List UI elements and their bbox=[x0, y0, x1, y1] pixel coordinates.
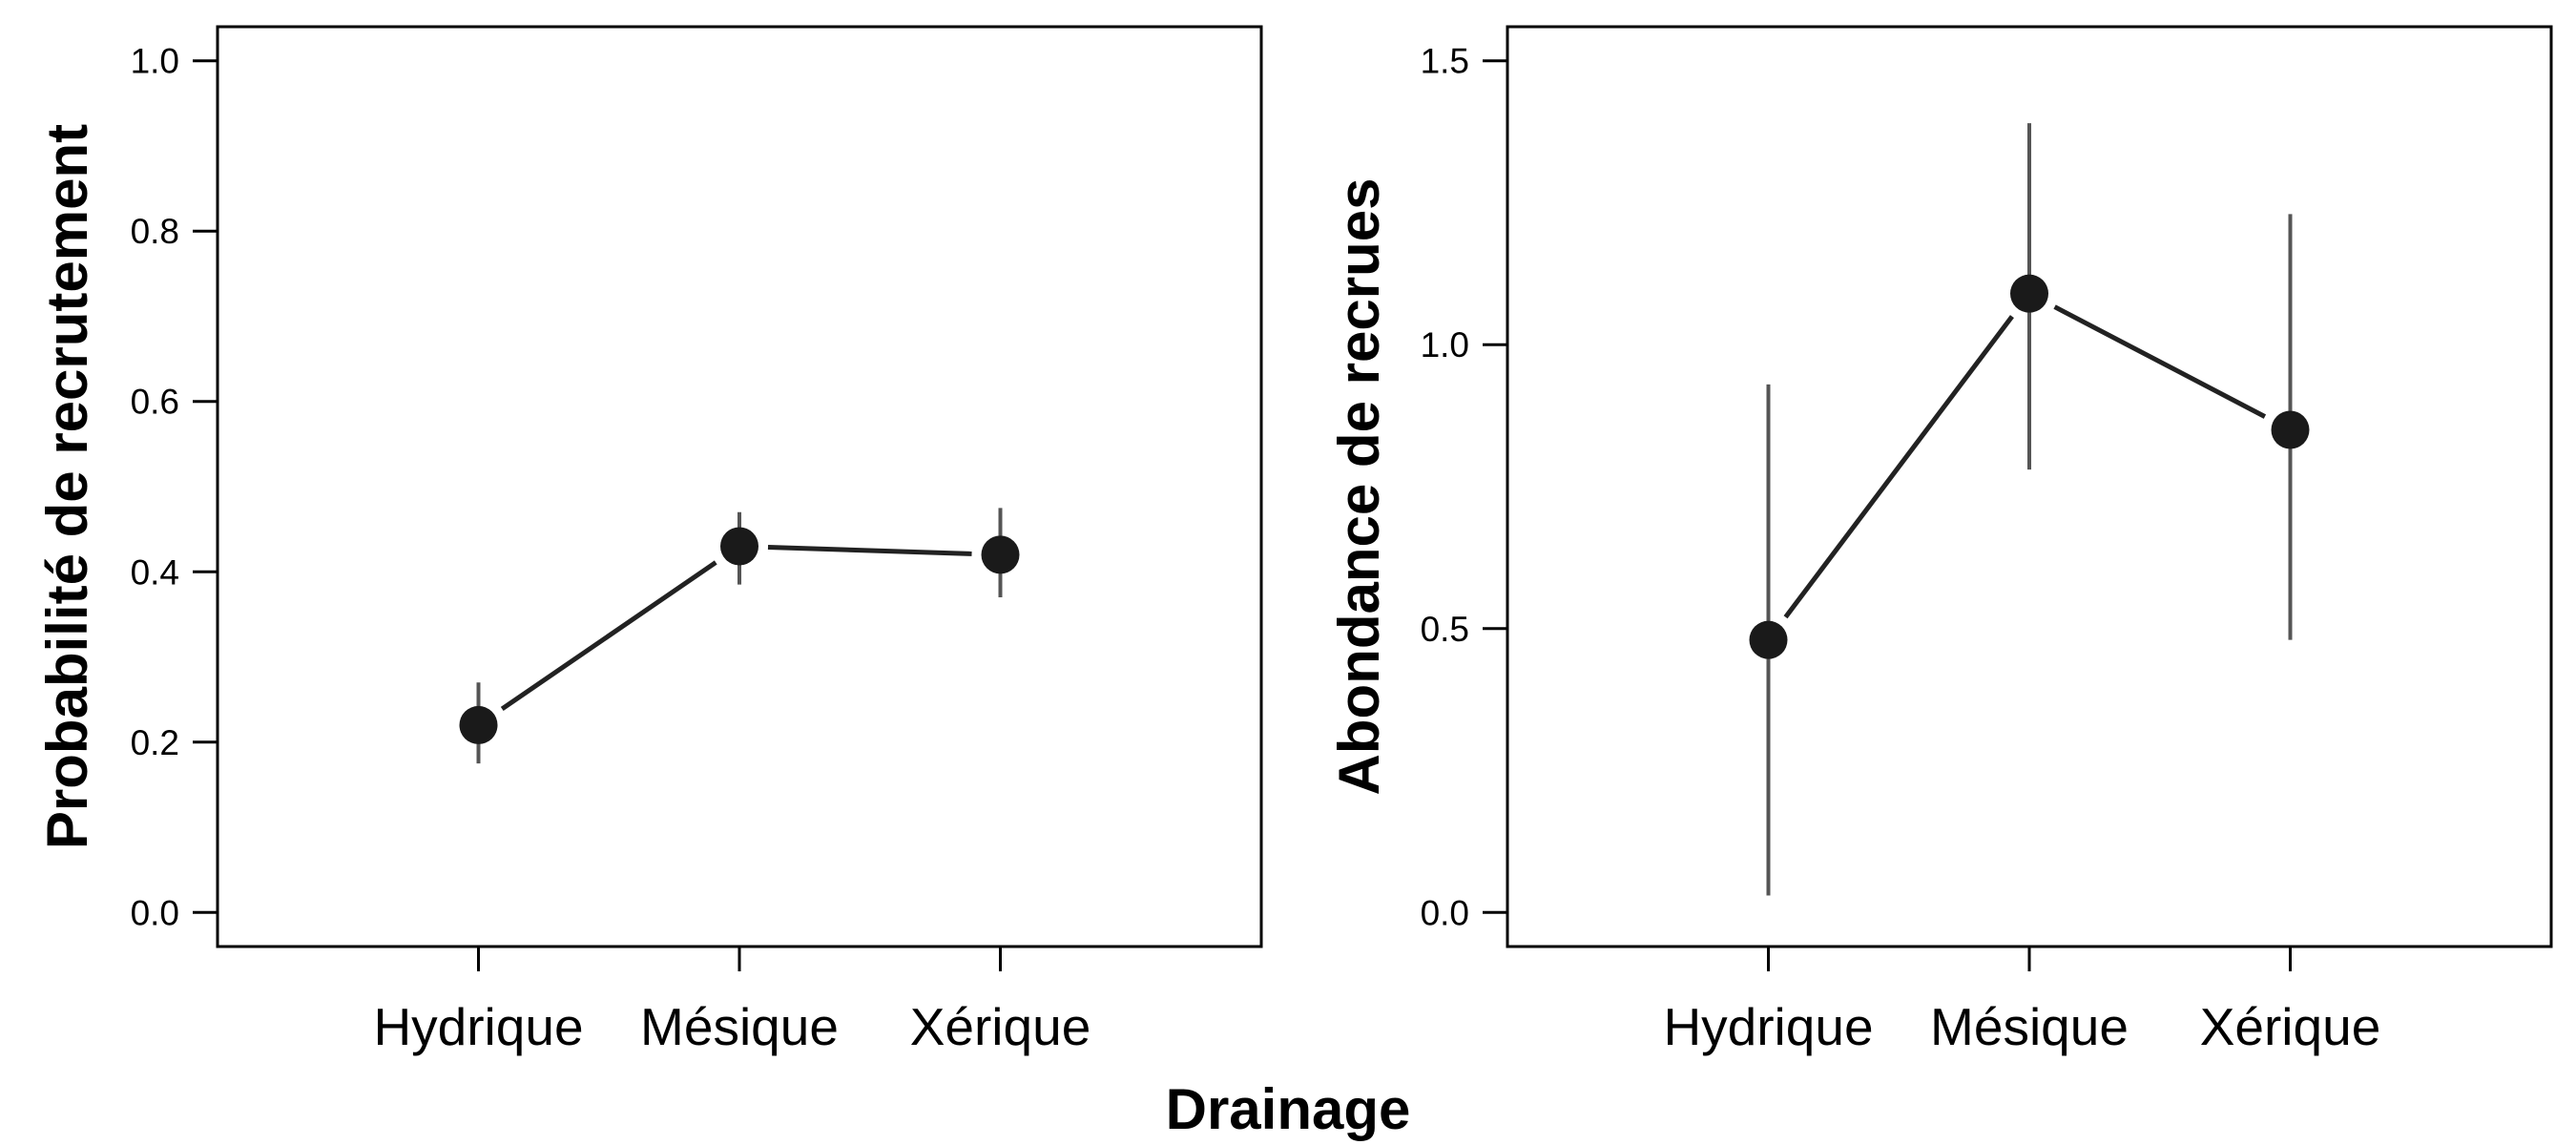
y-tick-label: 0.0 bbox=[1421, 893, 1469, 932]
recruit-abundance-panel: 0.0 0.5 1.0 1.5 Hydrique Mésique Xérique Abonda… bbox=[1327, 25, 2553, 1056]
y-tick-label: 1.0 bbox=[1421, 325, 1469, 364]
data-point bbox=[981, 535, 1020, 574]
series-line bbox=[2053, 304, 2267, 419]
x-tick-label: Xérique bbox=[2200, 997, 2381, 1056]
data-point bbox=[1749, 620, 1788, 659]
x-tick-label: Mésique bbox=[640, 997, 839, 1056]
y-tick-label: 0.0 bbox=[131, 893, 179, 932]
series-line bbox=[500, 560, 717, 712]
y-axis-title: Abondance de recrues bbox=[1327, 178, 1391, 796]
y-tick-label: 0.6 bbox=[131, 383, 179, 422]
data-point bbox=[720, 527, 758, 566]
data-point bbox=[2010, 274, 2048, 313]
y-tick-label: 1.5 bbox=[1421, 42, 1469, 81]
data-point bbox=[459, 705, 498, 744]
y-axis-title: Probabilité de recrutement bbox=[35, 124, 99, 849]
plot-frame bbox=[216, 25, 1263, 948]
y-tick-label: 0.4 bbox=[131, 552, 179, 592]
y-tick-label: 1.0 bbox=[131, 42, 179, 81]
recruitment-probability-panel: 0.0 0.2 0.4 0.6 0.8 1.0 Hydrique Mésique Xérique… bbox=[35, 25, 1263, 1056]
x-tick-label: Xérique bbox=[910, 997, 1091, 1056]
data-point bbox=[2271, 410, 2310, 449]
x-tick-label: Mésique bbox=[1930, 997, 2129, 1056]
x-tick-label: Hydrique bbox=[373, 997, 583, 1056]
series-line bbox=[767, 544, 972, 556]
x-tick-label: Hydrique bbox=[1663, 997, 1873, 1056]
y-tick-label: 0.2 bbox=[131, 723, 179, 762]
series-line bbox=[1783, 315, 2014, 619]
y-tick-label: 0.8 bbox=[131, 212, 179, 251]
y-tick-label: 0.5 bbox=[1421, 610, 1469, 649]
figure-x-axis-title: Drainage bbox=[1166, 1077, 1411, 1141]
